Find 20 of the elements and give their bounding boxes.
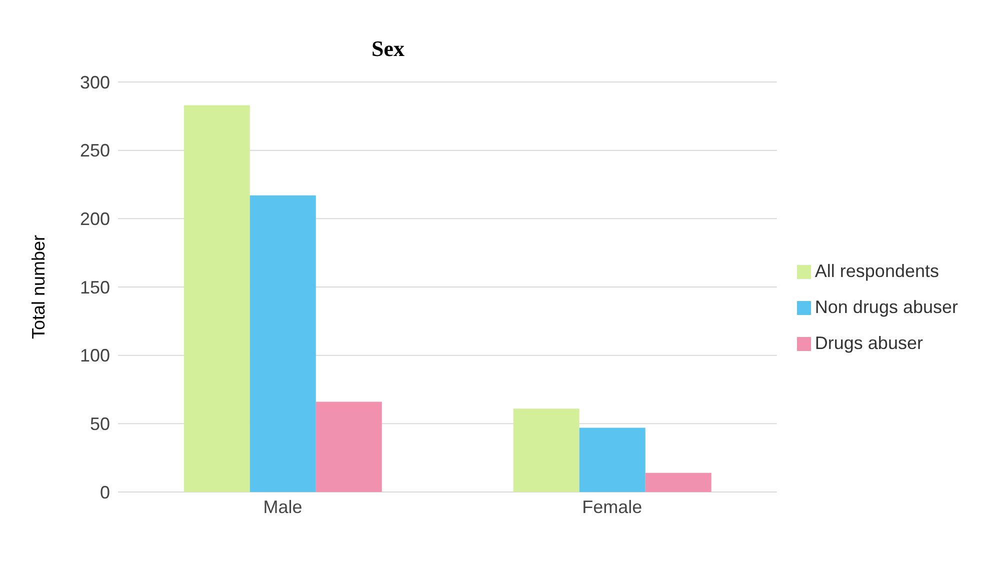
bar (316, 402, 382, 492)
x-tick-label: Male (263, 496, 302, 517)
bar (513, 408, 580, 492)
y-axis-title: Total number (28, 234, 48, 340)
bar (645, 472, 712, 492)
y-tick-label: 300 (80, 72, 110, 92)
y-tick-label: 200 (80, 209, 110, 230)
chart-title: Sex (370, 35, 406, 62)
y-tick-label: 0 (100, 482, 110, 502)
legend-label: Non drugs abuser (814, 297, 958, 317)
bar (184, 105, 250, 492)
y-tick-label: 150 (80, 277, 110, 298)
bar (579, 428, 646, 492)
y-tick-label: 50 (90, 414, 110, 434)
legend-label: Drugs abuser (814, 333, 923, 353)
bar (250, 195, 316, 492)
y-tick-label: 100 (80, 346, 110, 366)
legend-label: All respondents (814, 261, 939, 281)
x-tick-label: Female (582, 496, 642, 517)
y-tick-label: 250 (80, 140, 110, 161)
